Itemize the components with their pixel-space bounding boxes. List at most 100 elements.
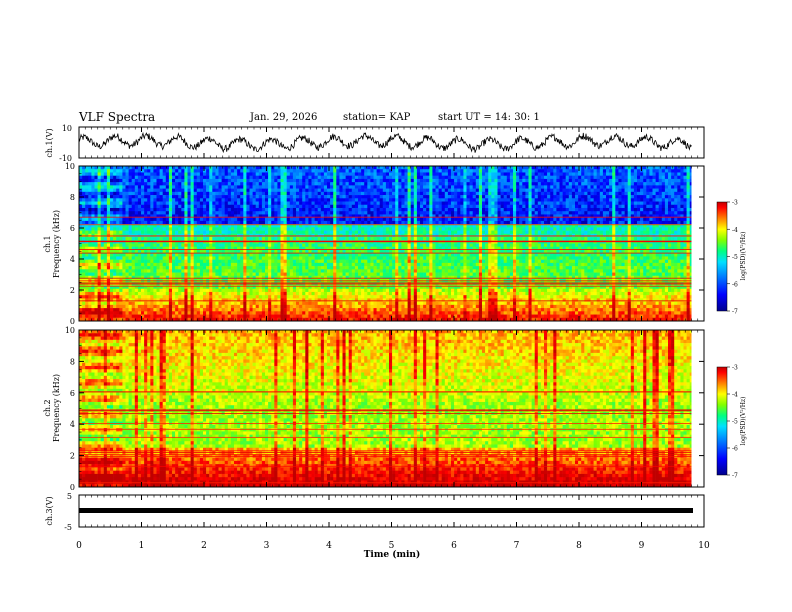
spectrogram-cell xyxy=(668,178,672,183)
spectrogram-cell xyxy=(333,224,337,228)
spectrogram-cell xyxy=(215,220,219,225)
spectrogram-cell xyxy=(615,204,619,209)
spectrogram-cell xyxy=(596,175,601,180)
spectrogram-cell xyxy=(435,166,439,170)
spectrogram-cell xyxy=(506,195,511,199)
spectrogram-cell xyxy=(280,178,284,183)
spectrogram-cell xyxy=(240,172,244,176)
spectrogram-cell xyxy=(686,211,690,215)
spectrogram-cell xyxy=(646,230,650,235)
spectrogram-cell xyxy=(184,188,188,193)
spectrogram-cell xyxy=(94,243,98,248)
spectrogram-cell xyxy=(103,214,108,218)
spectrogram-cell xyxy=(537,220,542,225)
spectrogram-cell xyxy=(575,185,579,189)
spectrogram-cell xyxy=(562,182,566,186)
spectrogram-cell xyxy=(162,185,167,189)
spectrogram-cell xyxy=(528,211,532,215)
spectrogram-cell xyxy=(618,182,622,186)
spectrogram-cell xyxy=(175,227,179,231)
spectrogram-cell xyxy=(97,182,101,186)
spectrogram-cell xyxy=(540,188,545,193)
spectrogram-cell xyxy=(199,214,204,218)
spectrogram-cell xyxy=(649,207,653,212)
spectrogram-cell xyxy=(664,204,669,209)
spectrogram-cell xyxy=(286,166,291,170)
spectrogram-cell xyxy=(181,224,185,228)
spectrogram-cell xyxy=(246,224,250,228)
spectrogram-cell xyxy=(664,178,669,183)
spectrogram-cell xyxy=(311,224,315,228)
spectrogram-cell xyxy=(172,175,176,180)
spectrogram-cell xyxy=(110,169,114,173)
spectrogram-cell xyxy=(156,195,160,199)
spectrogram-cell xyxy=(407,237,411,241)
spectrogram-cell xyxy=(550,211,554,215)
spectrogram-cell xyxy=(110,172,114,176)
spectrogram-cell xyxy=(463,217,467,222)
spectrogram-cell xyxy=(237,224,241,228)
spectrogram-cell xyxy=(199,166,204,170)
spectrogram-cell xyxy=(593,185,597,189)
spectrogram-cell xyxy=(258,172,263,176)
spectrogram-cell xyxy=(652,220,656,225)
spectrogram-cell xyxy=(578,178,582,183)
spectrogram-cell xyxy=(283,185,287,189)
spectrogram-cell xyxy=(277,178,281,183)
spectrogram-cell xyxy=(664,227,669,231)
spectrogram-cell xyxy=(519,211,523,215)
spectrogram-cell xyxy=(175,201,179,206)
spectrogram-cell xyxy=(556,191,560,196)
spectrogram-cell xyxy=(664,211,669,215)
spectrogram-cell xyxy=(218,227,222,231)
spectrogram-cell xyxy=(299,230,303,235)
spectrogram-cell xyxy=(382,166,387,170)
spectrogram-cell xyxy=(230,217,235,222)
spectrogram-cell xyxy=(79,224,83,228)
spectrogram-cell xyxy=(680,182,684,186)
spectrogram-cell xyxy=(91,198,95,202)
spectrogram-cell xyxy=(196,178,201,183)
spectrogram-cell xyxy=(336,195,340,199)
spectrogram-cell xyxy=(144,195,148,199)
spectrogram-cell xyxy=(565,214,570,218)
spectrogram-cell xyxy=(299,201,303,206)
spectrogram-cell xyxy=(119,198,123,202)
spectrogram-cell xyxy=(627,204,632,209)
spectrogram-cell xyxy=(444,175,449,180)
spectrogram-cell xyxy=(581,201,585,206)
spectrogram-cell xyxy=(587,207,591,212)
spectrogram-cell xyxy=(243,188,247,193)
spectrogram-cell xyxy=(296,230,300,235)
spectrogram-cell xyxy=(466,214,470,218)
spectrogram-cell xyxy=(333,227,337,231)
spectrogram-cell xyxy=(224,198,229,202)
spectrogram-cell xyxy=(141,188,145,193)
spectrogram-cell xyxy=(190,211,194,215)
spectrogram-cell xyxy=(230,220,235,225)
spectrogram-cell xyxy=(113,227,117,231)
spectrogram-cell xyxy=(661,172,666,176)
spectrogram-cell xyxy=(404,224,408,228)
spectrogram-cell xyxy=(187,224,191,228)
spectrogram-cell xyxy=(172,191,176,196)
spectrogram-cell xyxy=(134,230,139,235)
spectrogram-cell xyxy=(640,172,644,176)
spectrogram-cell xyxy=(339,227,343,231)
spectrogram-cell xyxy=(575,217,579,222)
spectrogram-cell xyxy=(106,172,111,176)
spectrogram-cell xyxy=(184,230,188,235)
spectrogram-cell xyxy=(615,224,619,228)
spectrogram-cell xyxy=(277,211,281,215)
spectrogram-cell xyxy=(209,201,213,206)
spectrogram-cell xyxy=(323,204,328,209)
spectrogram-cell xyxy=(615,198,619,202)
spectrogram-cell xyxy=(354,195,359,199)
spectrogram-cell xyxy=(224,182,229,186)
spectrogram-cell xyxy=(494,195,498,199)
spectrogram-cell xyxy=(91,211,95,215)
spectrogram-cell xyxy=(444,224,449,228)
spectrogram-cell xyxy=(655,227,659,231)
spectrogram-cell xyxy=(249,198,253,202)
spectrogram-cell xyxy=(627,172,632,176)
